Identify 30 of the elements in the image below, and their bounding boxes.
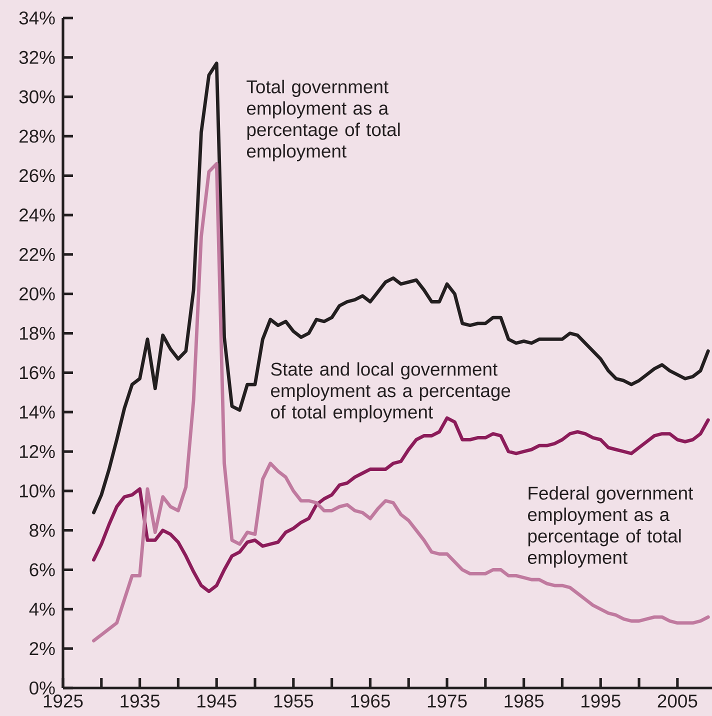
y-tick-label: 30% (19, 90, 55, 104)
series-label: Federal government employment as a percentage of total employment (528, 486, 694, 568)
y-tick-label: 16% (20, 366, 55, 380)
y-tick-label: 24% (20, 208, 55, 222)
y-tick-label: 18% (20, 326, 55, 340)
y-tick-label: 22% (20, 248, 55, 261)
y-tick-label: 14% (20, 406, 55, 419)
y-tick-label: 34% (19, 11, 55, 25)
series-label: State and local government employment as a percentage of total employment (271, 362, 510, 422)
y-tick-label: 0% (30, 681, 55, 695)
y-tick-label: 8% (30, 524, 55, 537)
x-tick-label: 1965 (351, 694, 390, 708)
x-tick-label: 1935 (120, 694, 160, 708)
x-tick-label: 1925 (44, 694, 83, 708)
y-tick-label: 32% (19, 50, 55, 64)
x-tick-label: 1985 (504, 694, 544, 708)
x-tick-label: 2005 (658, 694, 698, 708)
x-tick-label: 1975 (428, 694, 467, 708)
y-tick-label: 26% (20, 169, 55, 182)
y-tick-label: 20% (20, 287, 55, 300)
y-tick-label: 2% (30, 642, 55, 656)
x-tick-label: 1955 (274, 694, 314, 708)
y-tick-label: 12% (20, 445, 55, 458)
y-tick-label: 6% (30, 563, 55, 576)
x-tick-label: 1945 (198, 694, 236, 708)
x-tick-label: 1995 (582, 694, 620, 708)
y-tick-label: 10% (20, 484, 55, 498)
series-label: Total government employment as a percentage of total employment (246, 80, 400, 162)
y-tick-label: 28% (20, 130, 55, 143)
y-tick-label: 4% (29, 602, 55, 616)
